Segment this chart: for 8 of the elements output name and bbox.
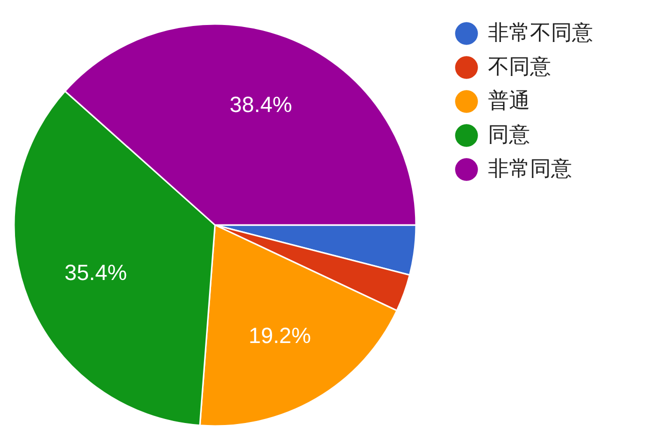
legend-label: 不同意 — [488, 54, 551, 78]
data-label: 38.4% — [230, 92, 292, 117]
data-label: 19.2% — [248, 323, 311, 348]
legend-label: 普通 — [488, 88, 530, 112]
legend-label: 非常不同意 — [488, 20, 593, 44]
data-label: 35.4% — [64, 260, 127, 286]
legend-label: 同意 — [488, 122, 530, 146]
legend-label: 非常同意 — [488, 156, 572, 180]
